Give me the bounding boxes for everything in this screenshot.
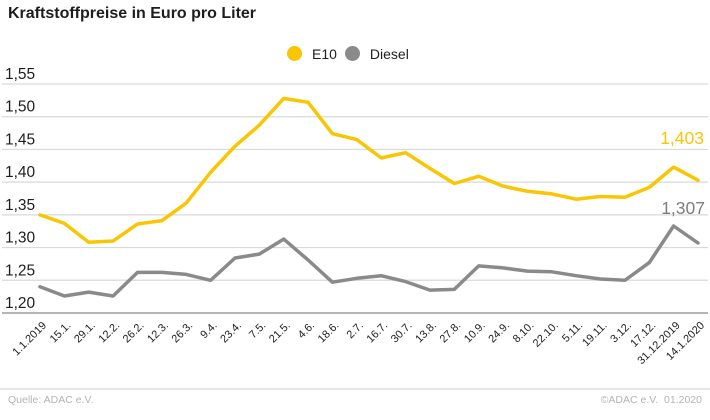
x-tick-label: 16.7. bbox=[365, 320, 391, 346]
y-tick-label: 1,30 bbox=[5, 230, 36, 247]
e10-legend-label: E10 bbox=[312, 45, 337, 62]
x-tick-label: 15.1. bbox=[48, 320, 74, 346]
e10-value-label: 1,403 bbox=[660, 128, 704, 148]
x-tick-label: 24.9. bbox=[486, 320, 512, 346]
x-tick-label: 21.5. bbox=[267, 320, 293, 346]
y-tick-label: 1,55 bbox=[5, 66, 35, 83]
e10-legend-dot-icon bbox=[287, 46, 302, 61]
diesel-legend-dot-icon bbox=[344, 46, 360, 61]
y-tick-label: 1,20 bbox=[5, 295, 36, 312]
y-tick-label: 1,35 bbox=[5, 197, 35, 214]
diesel-value-label: 1,307 bbox=[661, 198, 705, 218]
source-text: Quelle: ADAC e.V. bbox=[8, 394, 94, 406]
x-tick-label: 19.11. bbox=[580, 320, 610, 350]
chart-legend: E10 Diesel bbox=[287, 45, 409, 62]
x-tick-label: 1.1.2019 bbox=[10, 320, 49, 359]
x-tick-label: 13.8. bbox=[413, 320, 439, 346]
y-tick-label: 1,25 bbox=[5, 262, 35, 279]
x-tick-label: 9.4. bbox=[198, 320, 219, 341]
x-tick-label: 10.9. bbox=[462, 320, 488, 346]
x-tick-label: 27.8. bbox=[438, 320, 464, 346]
x-tick-label: 2.7. bbox=[344, 320, 365, 341]
x-tick-label: 18.6. bbox=[316, 320, 342, 346]
footer-divider bbox=[0, 388, 710, 390]
x-tick-label: 23.4. bbox=[218, 320, 244, 346]
x-tick-label: 4.6. bbox=[296, 320, 317, 341]
x-tick-label: 26.3. bbox=[170, 320, 196, 346]
x-tick-label: 12.3. bbox=[145, 320, 171, 346]
chart-title: Kraftstoffpreise in Euro pro Liter bbox=[8, 5, 257, 22]
x-tick-label: 22.10. bbox=[531, 320, 561, 350]
x-tick-label: 12.2. bbox=[96, 320, 122, 346]
x-tick-label: 30.7. bbox=[389, 320, 415, 346]
e10-line bbox=[38, 96, 700, 245]
diesel-legend-label: Diesel bbox=[369, 45, 409, 62]
diesel-line bbox=[38, 224, 700, 298]
x-tick-label: 26.2. bbox=[121, 320, 147, 346]
y-tick-label: 1,45 bbox=[5, 131, 35, 148]
x-tick-label: 7.5. bbox=[247, 320, 268, 341]
y-tick-label: 1,40 bbox=[5, 164, 36, 181]
copyright-text: ©ADAC e.V. 01.2020 bbox=[600, 394, 702, 406]
y-tick-label: 1,50 bbox=[5, 99, 36, 116]
x-tick-label: 29.1. bbox=[72, 320, 98, 346]
